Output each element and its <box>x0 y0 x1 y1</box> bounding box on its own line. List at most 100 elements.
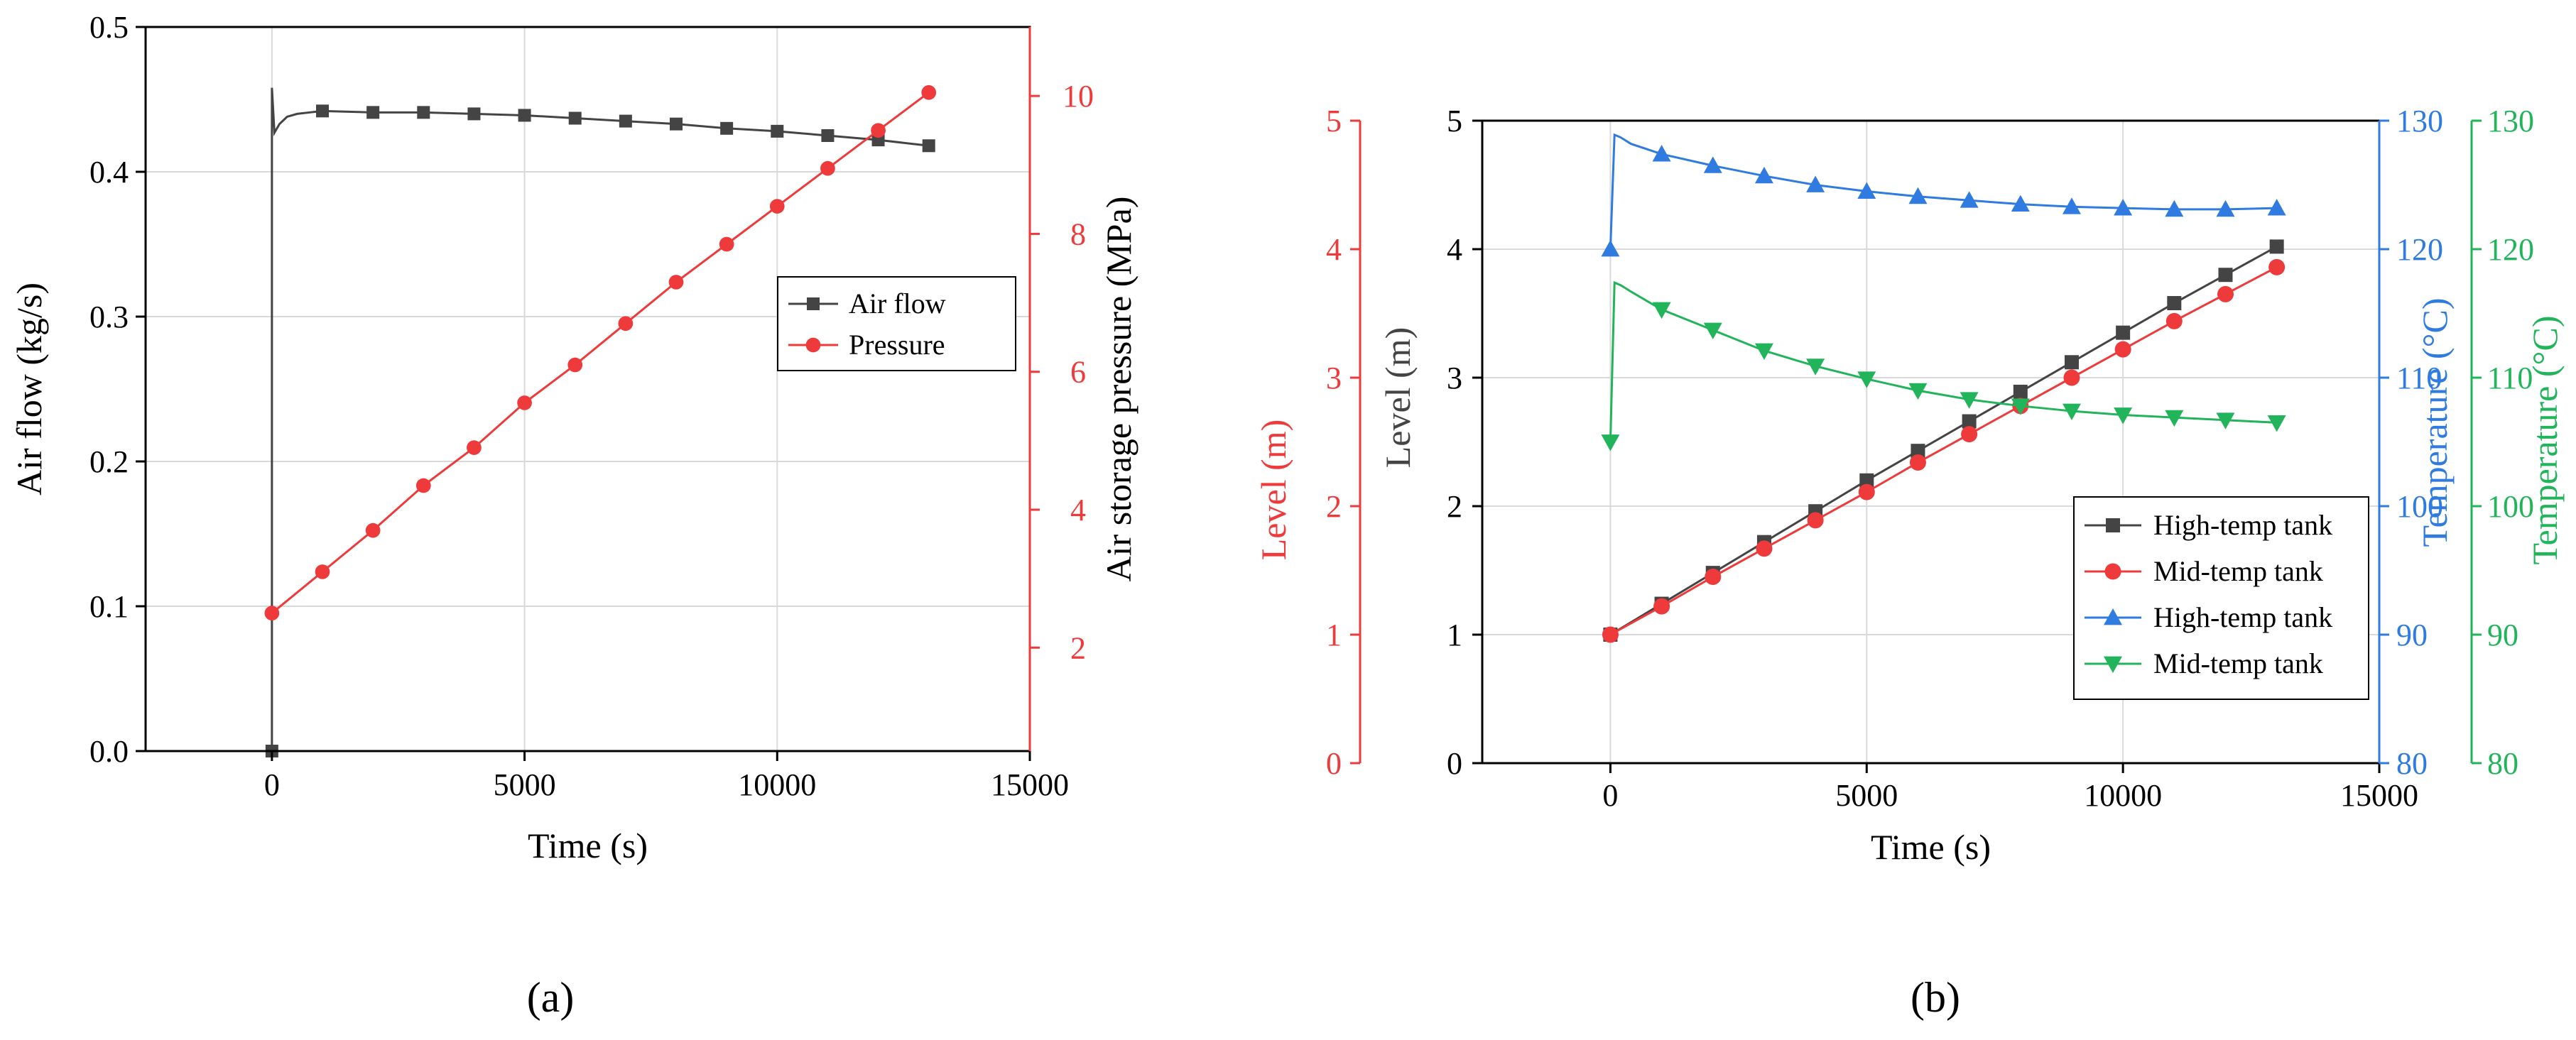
b-series-point <box>1703 156 1722 173</box>
b-ytick-level-inner-label: 3 <box>1447 361 1462 395</box>
b-yaxis-temp-outer-title: Temperature (°C) <box>2525 315 2565 564</box>
a-ytick-left-label: 0.5 <box>89 10 129 45</box>
panel-label-a: (a) <box>527 974 575 1021</box>
b-ytick-level-outer-label: 0 <box>1326 746 1342 781</box>
a-ytick-right-label: 8 <box>1070 217 1086 251</box>
b-ytick-level-outer-label: 3 <box>1326 361 1342 395</box>
a-series-point <box>517 395 532 410</box>
b-series-point <box>2165 199 2184 217</box>
b-series-point <box>2167 296 2182 311</box>
b-series-point <box>1652 302 1671 319</box>
b-series-point <box>2268 258 2286 275</box>
b-series-point <box>2063 369 2080 386</box>
b-legend-box <box>2073 496 2369 700</box>
b-series-line-2 <box>1609 133 2277 250</box>
b-xtick-label: 0 <box>1602 778 1618 813</box>
a-series-point <box>619 114 632 128</box>
b-series-point <box>1857 182 1876 199</box>
b-series-point <box>2062 197 2081 214</box>
a-yaxis-left-title: Air flow (kg/s) <box>9 283 49 496</box>
b-series-point <box>2013 384 2028 399</box>
a-plot-frame <box>144 26 1031 752</box>
a-series-point <box>771 124 784 138</box>
b-series-point <box>1859 473 1874 488</box>
b-legend-swatch-marker <box>2106 518 2120 532</box>
b-yaxis-level-outer-title: Level (m) <box>1254 420 1293 561</box>
a-series-point <box>821 129 835 142</box>
b-series-point <box>2218 268 2233 283</box>
b-series-point <box>1908 187 1928 204</box>
a-ytick-left-label: 0.0 <box>89 734 129 769</box>
b-series-point <box>2267 199 2286 216</box>
b-series-point <box>1705 569 1722 586</box>
b-series-point <box>2217 285 2234 302</box>
a-series-point <box>921 84 937 100</box>
b-series-point <box>1601 240 1620 257</box>
b-ytick-level-inner-label: 1 <box>1447 618 1462 652</box>
a-legend-box <box>777 276 1016 371</box>
a-ytick-right-label: 4 <box>1070 493 1086 527</box>
a-legend-label: Air flow <box>849 288 946 319</box>
a-series-point <box>719 236 734 252</box>
b-yaxis-level-inner-title: Level (m) <box>1378 327 1418 469</box>
a-series-point <box>668 275 684 290</box>
a-series-point <box>366 106 380 119</box>
a-yaxis-right-title: Air storage pressure (MPa) <box>1099 197 1138 582</box>
a-series-point <box>315 564 330 579</box>
b-xaxis-title: Time (s) <box>1871 827 1991 867</box>
b-series-point <box>1960 191 1979 208</box>
b-series-point <box>2165 410 2184 427</box>
a-xtick-label: 0 <box>264 767 280 802</box>
b-xtick-label: 15000 <box>2340 778 2418 813</box>
a-series-point <box>415 478 431 493</box>
b-series-point <box>1806 175 1825 192</box>
b-series-point <box>1962 414 1977 429</box>
a-ytick-left-label: 0.2 <box>89 444 129 479</box>
a-gridlines <box>146 27 1030 751</box>
b-series-point <box>1806 358 1825 376</box>
a-series-point <box>567 357 583 373</box>
a-series-group <box>264 84 937 757</box>
b-series-line-0 <box>1609 246 2278 636</box>
b-series-point <box>2114 199 2133 216</box>
b-series-point <box>2011 195 2030 212</box>
b-series-point <box>1602 626 1619 643</box>
b-ytick-level-outer-label: 4 <box>1326 232 1342 267</box>
a-ytick-left-label: 0.3 <box>89 300 129 334</box>
b-legend-swatch-marker <box>2104 608 2122 625</box>
a-series-point <box>922 139 935 153</box>
b-series-point <box>1653 598 1670 615</box>
a-series-point <box>467 440 482 455</box>
b-ytick-level-inner-label: 4 <box>1447 232 1462 267</box>
b-series-point <box>1756 540 1773 557</box>
b-ytick-temp-inner-label: 100 <box>2396 489 2443 524</box>
b-ytick-temp-outer-label: 90 <box>2487 618 2518 652</box>
b-ytick-temp-inner-label: 80 <box>2396 746 2428 781</box>
a-series-point <box>365 522 381 538</box>
a-series-point <box>264 606 280 621</box>
b-legend: High-temp tank Mid-temp tank High-temp tan… <box>2073 496 2369 700</box>
a-series-point <box>820 160 835 176</box>
b-series-point <box>1601 434 1620 451</box>
a-series-point <box>670 117 683 131</box>
b-ytick-temp-outer-label: 130 <box>2487 104 2534 138</box>
b-series-point <box>1703 322 1722 340</box>
b-ytick-level-outer-label: 2 <box>1326 489 1342 524</box>
b-series-point <box>1858 483 1875 500</box>
b-legend-swatch-marker <box>2104 656 2122 673</box>
a-legend-swatch-marker <box>805 337 821 353</box>
b-series-point <box>1908 383 1928 400</box>
b-series-line-3 <box>1609 280 2277 442</box>
b-legend-label: Mid-temp tank <box>2153 555 2323 587</box>
b-ytick-temp-outer-label: 110 <box>2487 361 2533 395</box>
a-series-point <box>618 316 634 332</box>
b-legend-label: High-temp tank <box>2153 601 2332 633</box>
a-series-point <box>871 123 886 138</box>
a-xtick-label: 10000 <box>738 767 816 802</box>
b-legend-label: High-temp tank <box>2153 509 2332 541</box>
b-series-point <box>2062 403 2081 421</box>
a-legend: Air flow Pressure <box>777 276 1016 371</box>
a-series-point <box>467 107 481 121</box>
a-xaxis-title: Time (s) <box>528 826 648 865</box>
a-series-point <box>720 121 734 135</box>
